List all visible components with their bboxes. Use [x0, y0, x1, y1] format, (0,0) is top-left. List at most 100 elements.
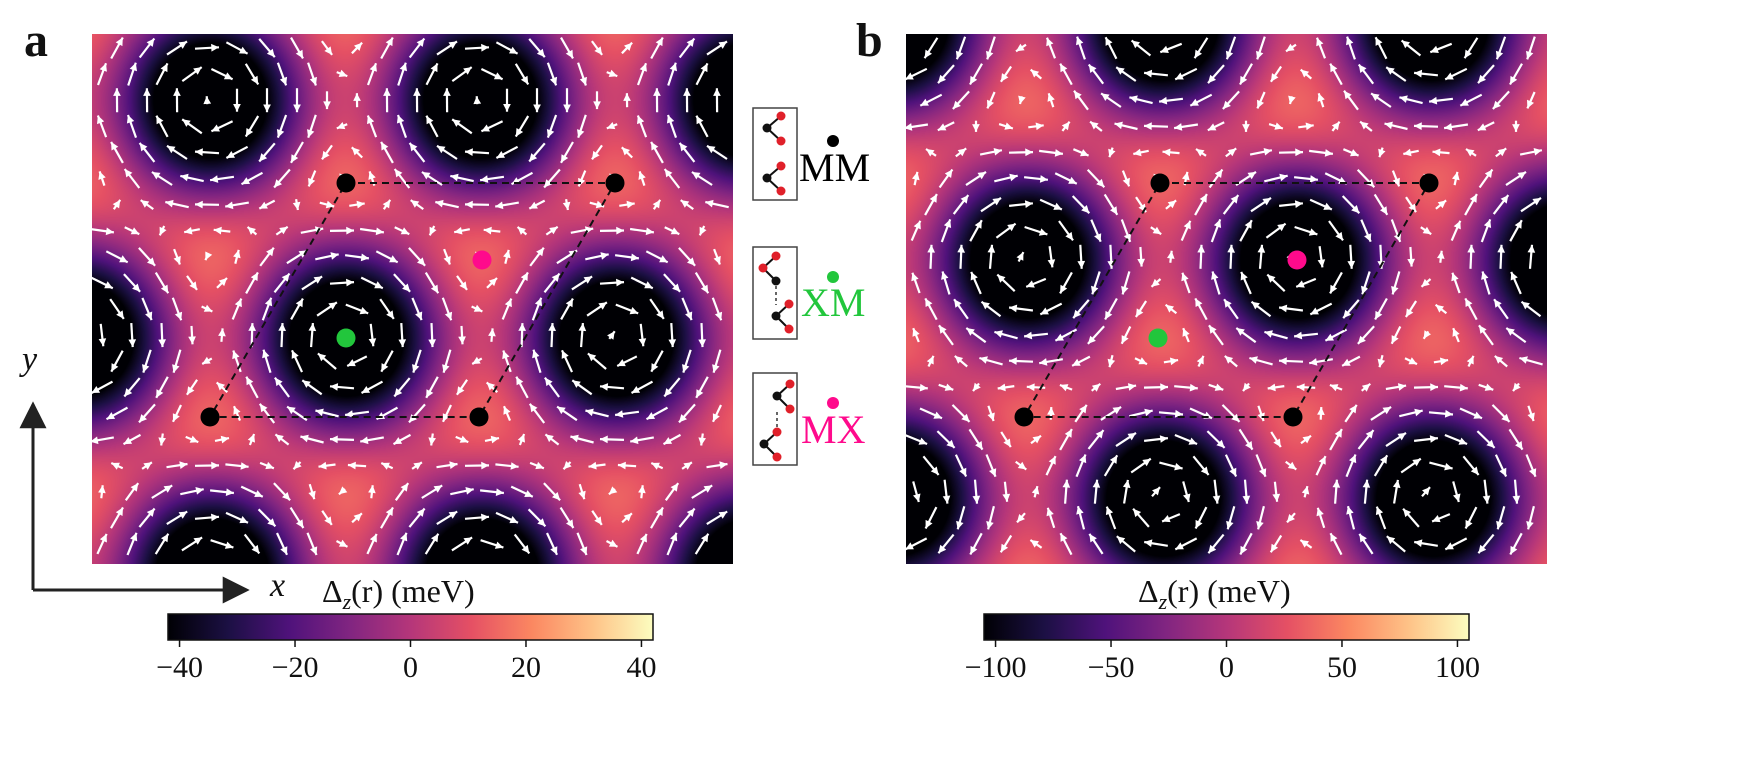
field-arrow	[1495, 36, 1507, 60]
field-arrow	[1433, 357, 1449, 366]
field-arrow	[154, 272, 170, 294]
field-arrow	[380, 36, 394, 60]
field-arrow	[1357, 429, 1375, 450]
field-arrow	[691, 171, 713, 186]
field-arrow	[1512, 479, 1521, 504]
field-arrow	[231, 298, 243, 320]
field-arrow	[1104, 297, 1118, 321]
field-arrow	[1091, 382, 1101, 392]
mm-site-marker	[1150, 173, 1170, 193]
colorbar-b-title: Δz(r) (meV)	[1138, 573, 1291, 614]
field-arrow	[89, 227, 115, 236]
field-arrow	[587, 352, 607, 370]
field-arrow	[1315, 37, 1327, 59]
legend-mx-label: MX	[801, 407, 866, 452]
field-arrow	[380, 141, 394, 164]
field-arrow	[194, 200, 220, 209]
field-arrow	[1407, 246, 1415, 267]
field-arrow	[510, 485, 534, 498]
field-arrow	[1054, 328, 1078, 342]
field-arrow	[1250, 300, 1272, 318]
field-arrow	[1370, 405, 1392, 421]
colorbar-tick-label: −40	[156, 651, 203, 684]
field-arrow	[925, 148, 937, 157]
field-arrow	[424, 272, 440, 294]
field-arrow	[937, 64, 955, 84]
field-arrow	[321, 510, 333, 526]
field-arrow	[1420, 226, 1432, 236]
field-arrow	[1405, 196, 1417, 213]
field-arrow	[1129, 408, 1153, 418]
field-arrow	[1167, 250, 1175, 263]
field-arrow	[180, 487, 204, 496]
field-arrow	[1100, 92, 1122, 108]
field-arrow	[1385, 66, 1407, 82]
field-arrow	[1443, 123, 1469, 131]
field-arrow	[123, 273, 141, 293]
field-arrow	[1100, 405, 1122, 421]
field-arrow	[1164, 303, 1178, 315]
field-arrow	[201, 304, 213, 313]
panel-b-field-image	[906, 34, 1547, 564]
field-arrow	[413, 88, 421, 113]
field-arrow	[1519, 148, 1543, 156]
field-arrow	[698, 433, 706, 446]
field-arrow	[1272, 481, 1281, 502]
colorbar-a-title: Δz(r) (meV)	[322, 573, 475, 614]
field-arrow	[329, 435, 355, 444]
field-arrow	[1046, 507, 1056, 529]
field-arrow	[980, 300, 1002, 318]
field-arrow	[1332, 479, 1341, 504]
field-arrow	[996, 273, 1016, 292]
field-arrow	[1450, 220, 1462, 242]
field-arrow	[273, 482, 291, 502]
field-arrow	[349, 200, 365, 209]
field-arrow	[529, 247, 545, 267]
field-arrow	[528, 199, 546, 210]
field-arrow	[453, 227, 471, 235]
field-arrow	[1329, 532, 1343, 556]
field-arrow	[994, 330, 1018, 340]
field-arrow	[1361, 382, 1371, 392]
field-arrow	[1295, 277, 1317, 288]
field-arrow	[335, 539, 349, 548]
field-arrow	[1434, 303, 1448, 315]
field-arrow	[273, 272, 291, 293]
field-arrow	[138, 403, 156, 424]
field-arrow	[286, 405, 308, 422]
field-arrow	[1047, 246, 1056, 268]
field-arrow	[1464, 193, 1478, 216]
field-arrow	[1399, 95, 1423, 105]
field-arrow	[1495, 147, 1507, 158]
field-arrow	[225, 511, 249, 524]
field-arrow	[1208, 324, 1224, 346]
field-arrow	[393, 273, 411, 293]
field-arrow	[979, 148, 1003, 156]
field-arrow	[1492, 194, 1510, 215]
field-arrow	[278, 323, 286, 348]
field-arrow	[1174, 433, 1198, 446]
field-arrow	[1072, 299, 1090, 319]
field-arrow	[1045, 455, 1057, 476]
field-arrow	[1061, 121, 1071, 132]
field-arrow	[273, 168, 291, 189]
field-arrow	[994, 173, 1018, 183]
field-arrow	[173, 88, 181, 113]
field-arrow	[425, 62, 439, 86]
field-arrow	[650, 506, 664, 529]
field-arrow	[577, 114, 587, 139]
field-arrow	[922, 455, 940, 476]
field-arrow	[408, 247, 426, 267]
field-arrow	[561, 349, 573, 373]
field-arrow	[411, 297, 423, 321]
panel-b-unit-cell	[1014, 173, 1439, 427]
field-arrow	[972, 479, 981, 504]
field-arrow	[1520, 196, 1542, 213]
panel-a-unit-cell	[200, 173, 625, 427]
field-arrow	[181, 118, 203, 135]
field-arrow	[1505, 327, 1527, 344]
field-arrow	[380, 506, 394, 529]
colorbar-tick-label: −20	[272, 651, 319, 684]
field-arrow	[495, 201, 519, 210]
field-arrow	[214, 435, 230, 444]
